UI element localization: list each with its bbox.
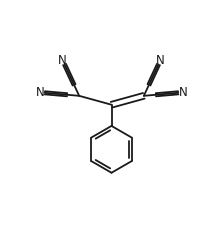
Text: N: N xyxy=(58,54,67,66)
Text: N: N xyxy=(156,54,165,66)
Text: N: N xyxy=(35,86,44,99)
Text: N: N xyxy=(179,86,188,99)
